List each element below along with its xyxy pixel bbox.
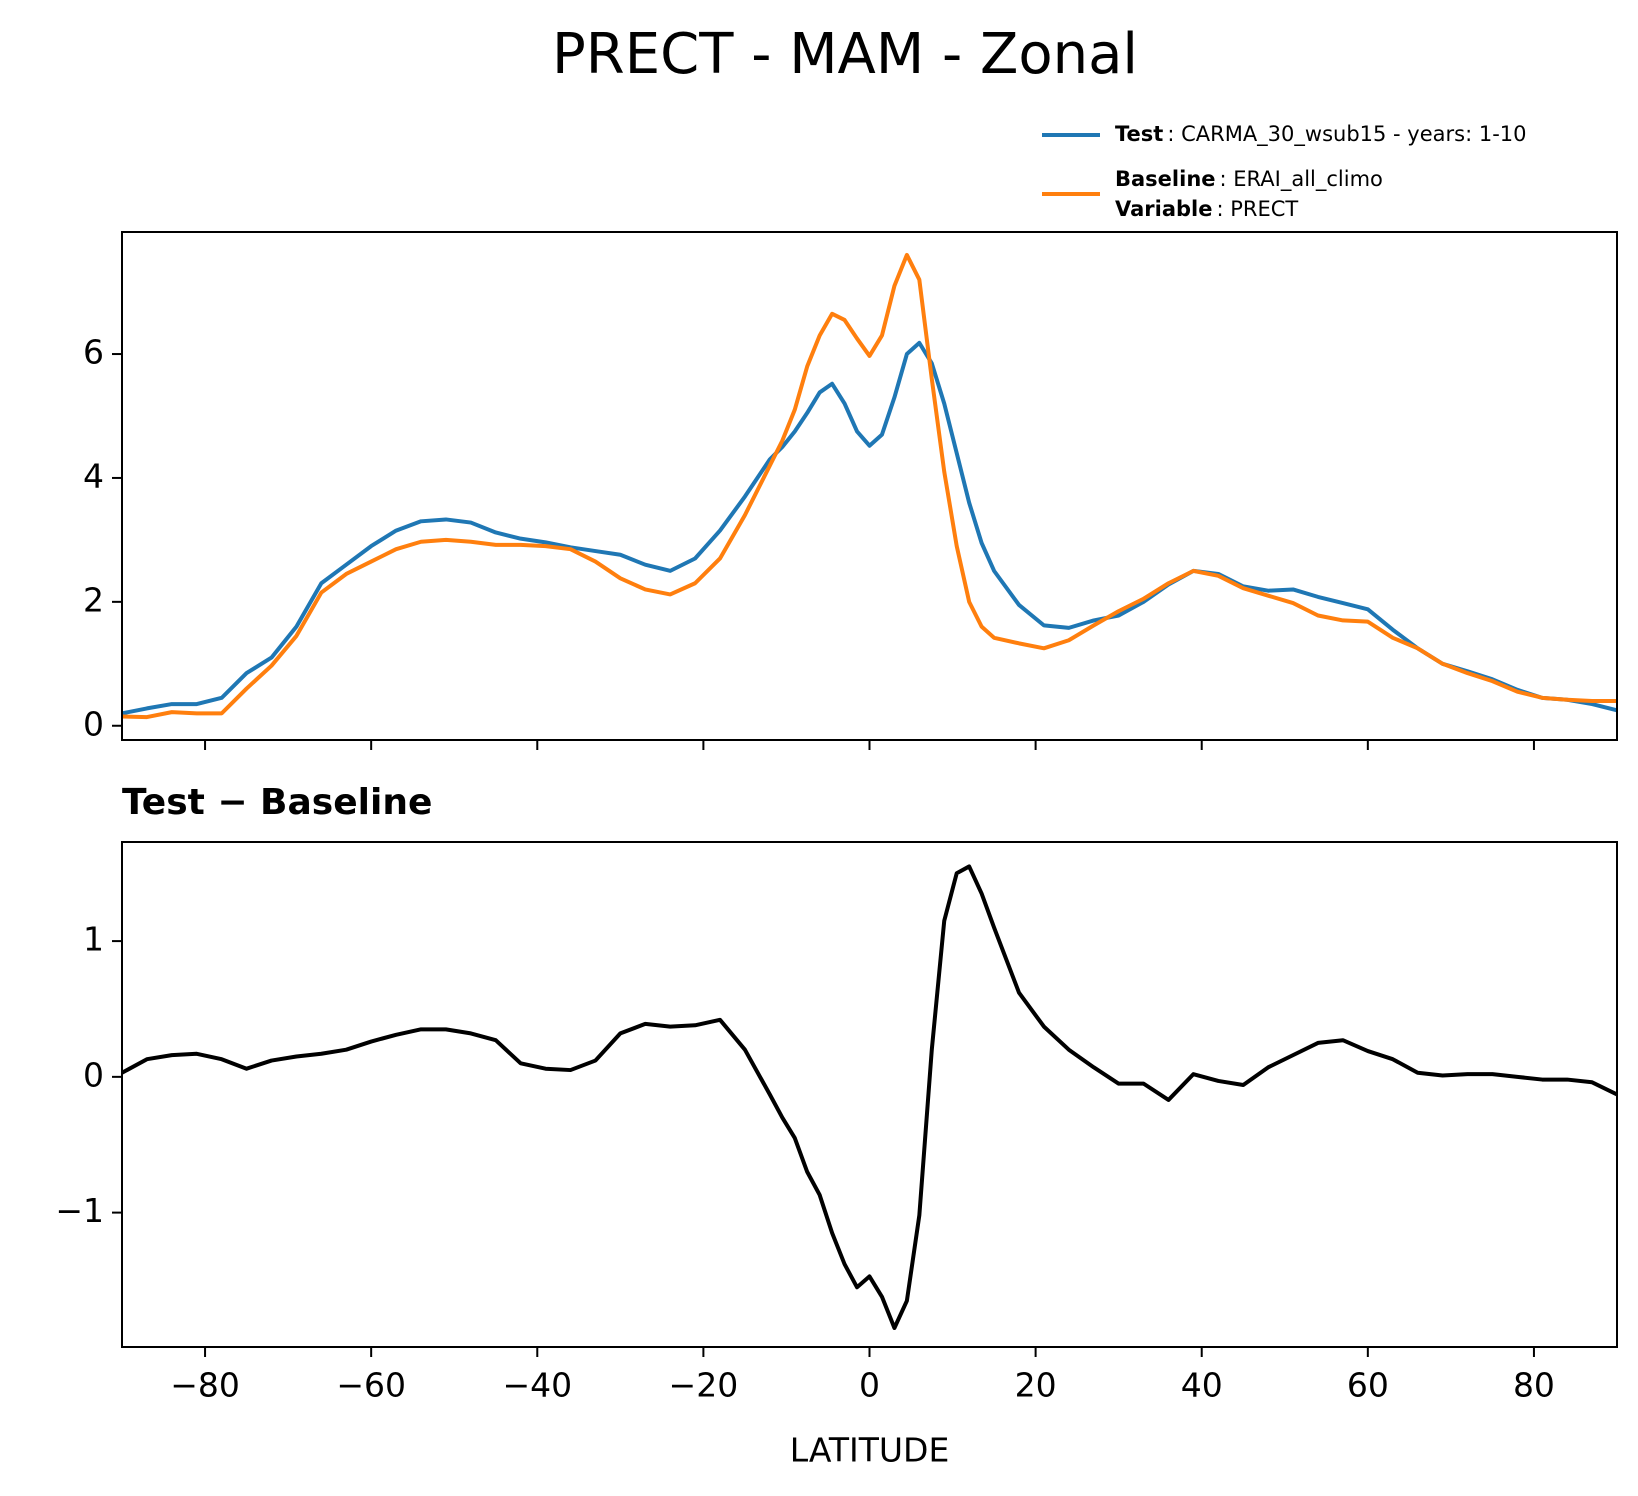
x-tick-label: −20 <box>669 1366 739 1405</box>
figure-title: PRECT - MAM - Zonal <box>552 22 1138 87</box>
legend-name: Variable <box>1115 197 1212 221</box>
x-tick-label: −60 <box>336 1366 406 1405</box>
axes-frame <box>121 841 1618 1348</box>
legend-label: Variable: PRECT <box>1115 197 1298 221</box>
line-series <box>122 252 1617 720</box>
y-tick-label: −1 <box>55 1191 104 1230</box>
x-tick-label: 60 <box>1347 1366 1389 1405</box>
x-tick-label: −80 <box>170 1366 240 1405</box>
legend-detail: : ERAI_all_climo <box>1220 167 1383 192</box>
legend-label: Baseline: ERAI_all_climo <box>1115 167 1383 192</box>
line-series <box>122 340 1617 716</box>
x-tick-label: 80 <box>1513 1366 1555 1405</box>
x-tick-label: 20 <box>1015 1366 1057 1405</box>
y-tick-label: 0 <box>83 704 104 743</box>
legend-name: Test <box>1115 122 1163 146</box>
y-tick-label: 2 <box>83 580 104 619</box>
legend-detail: : PRECT <box>1216 197 1298 221</box>
panel-title: Test − Baseline <box>122 782 432 823</box>
x-axis-label: LATITUDE <box>790 1431 950 1470</box>
y-tick-label: 1 <box>83 920 104 959</box>
difference-line <box>122 864 1617 1330</box>
x-tick-label: 0 <box>859 1366 880 1405</box>
legend-name: Baseline <box>1115 167 1216 191</box>
y-tick-label: 6 <box>83 333 104 372</box>
legend-label: Test: CARMA_30_wsub15 - years: 1-10 <box>1115 122 1527 147</box>
y-tick-label: 0 <box>83 1055 104 1094</box>
x-tick-label: −40 <box>502 1366 572 1405</box>
legend-detail: : CARMA_30_wsub15 - years: 1-10 <box>1167 122 1526 147</box>
y-tick-label: 4 <box>83 456 104 495</box>
axes-frame <box>121 231 1618 741</box>
x-tick-label: 40 <box>1181 1366 1223 1405</box>
